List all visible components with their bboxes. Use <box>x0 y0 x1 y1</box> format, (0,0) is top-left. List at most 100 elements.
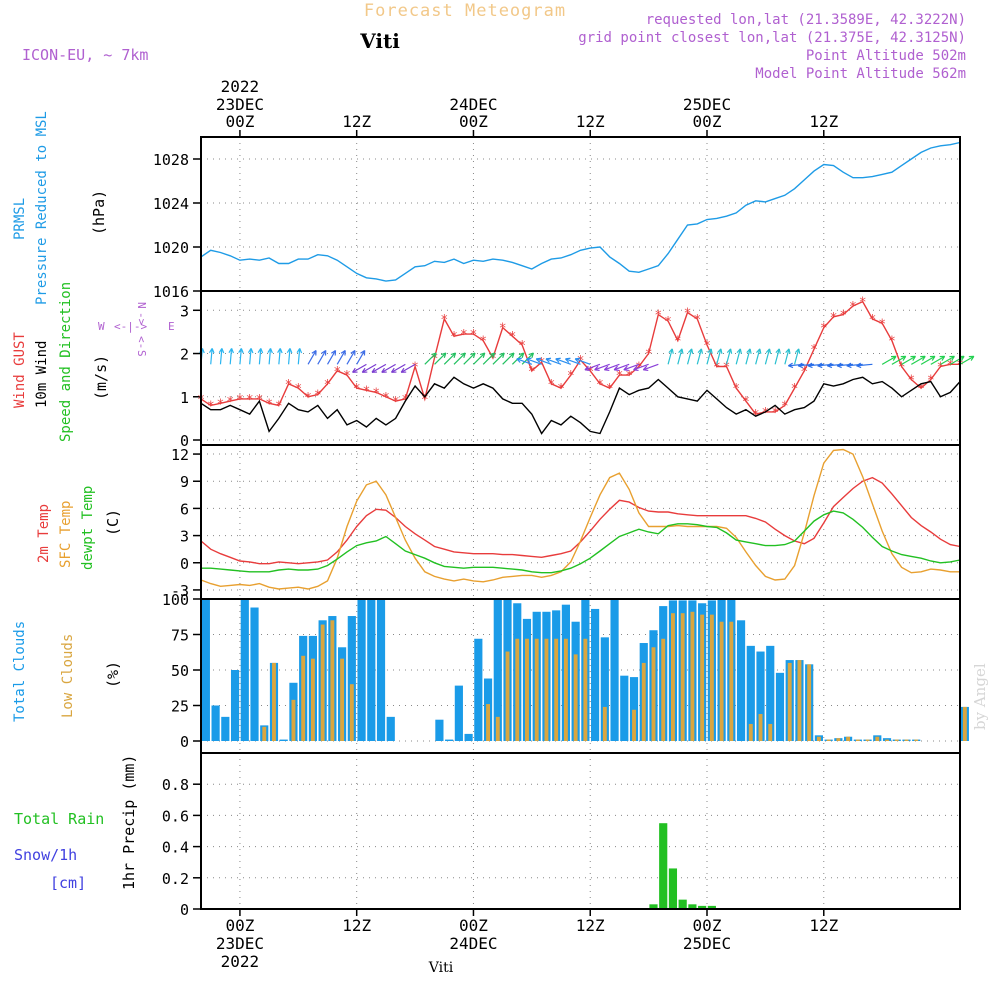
total-cloud-bar <box>347 616 356 741</box>
total-cloud-bar <box>386 716 395 741</box>
gust-marker: * <box>470 328 478 343</box>
gust-marker: * <box>372 386 380 401</box>
gust-marker: * <box>703 339 711 354</box>
low-cloud-bar <box>573 654 578 741</box>
wind-arrow <box>267 348 273 365</box>
wind-arrow <box>686 348 694 365</box>
low-cloud-bar <box>505 651 510 741</box>
wind-arrow <box>797 362 815 369</box>
total-clouds-label: Total Clouds <box>12 621 28 722</box>
low-cloud-bar <box>583 638 588 741</box>
bottom-tick-label: 12Z <box>576 916 605 935</box>
model-label: ICON-EU, ~ 7km <box>22 46 148 64</box>
total-cloud-bar <box>775 672 785 741</box>
wind-arrow <box>502 352 515 365</box>
gust-marker: * <box>713 361 721 376</box>
gust-marker: * <box>830 311 838 326</box>
temperature-ytick-label: 0 <box>180 555 189 573</box>
wind-arrow <box>745 348 752 365</box>
gust-marker: * <box>723 361 731 376</box>
gust-marker: * <box>771 406 779 421</box>
gust-marker: * <box>217 397 225 412</box>
total-cloud-bar <box>376 599 386 741</box>
pressure-frame <box>200 136 961 292</box>
temperature-ytick-label: 12 <box>171 446 189 464</box>
gust-marker: * <box>869 313 877 328</box>
chart-title: Forecast Meteogram <box>364 1 566 21</box>
temperature-frame <box>200 444 961 600</box>
wind-arrow <box>526 357 542 365</box>
gust-marker: * <box>791 382 799 397</box>
low-cloud-bar <box>719 621 724 741</box>
total-cloud-bar <box>464 733 473 741</box>
gust-marker: * <box>596 378 604 393</box>
clouds-ytick-label: 25 <box>171 698 189 716</box>
wind-arrow <box>807 362 824 369</box>
wind-arrow <box>901 355 916 365</box>
gust-marker: * <box>898 361 906 376</box>
wind-arrow <box>774 348 781 365</box>
wind-arrow <box>473 352 486 365</box>
wind-arrow <box>677 348 684 365</box>
temp-dew-label: dewpt Temp <box>80 486 96 570</box>
wind-arrow <box>482 352 496 365</box>
low-cloud-bar <box>632 709 636 741</box>
total-cloud-bar <box>279 739 288 741</box>
rain-bar <box>649 904 658 909</box>
model-altitude: Model Point Altitude 562m <box>755 66 966 82</box>
gust-marker: * <box>440 313 448 328</box>
gust-marker: * <box>888 335 896 350</box>
bottom-tick-label: 00Z <box>459 916 488 935</box>
total-cloud-bar <box>620 675 629 741</box>
precip-panel-labels: Total Rain Snow/1h [cm] 1hr Precip (mm) <box>14 755 138 892</box>
gust-marker: * <box>839 309 847 324</box>
bottom-date-label: 24DEC <box>449 934 497 953</box>
gust-marker: * <box>294 382 302 397</box>
series-10m-wind <box>200 376 961 435</box>
wind-arrow <box>296 348 303 365</box>
compass-e: E <box>168 320 175 333</box>
compass-s: S <box>135 350 148 357</box>
wind-arrow <box>633 363 649 372</box>
low-cloud-bar <box>914 739 919 741</box>
low-cloud-bar <box>651 647 656 741</box>
gust-marker: * <box>937 361 945 376</box>
series-2m-temp <box>200 476 961 565</box>
total-cloud-bar <box>435 719 444 741</box>
bottom-tick-label: 00Z <box>693 916 722 935</box>
low-cloud-bar <box>962 706 967 741</box>
location-title: Viti <box>359 29 400 53</box>
gust-marker: * <box>547 378 555 393</box>
gust-marker: * <box>246 393 254 408</box>
bottom-tick-label: 12Z <box>809 916 838 935</box>
low-cloud-bar <box>797 660 802 741</box>
gust-marker: * <box>917 382 925 397</box>
gust-marker: * <box>392 395 400 410</box>
low-cloud-bar <box>807 664 812 741</box>
low-cloud-bar <box>310 658 315 741</box>
total-cloud-bar <box>201 599 210 741</box>
wind-unit: (m/s) <box>92 355 110 400</box>
gust-marker: * <box>285 378 293 393</box>
precip-ytick-label: 0.2 <box>162 870 189 888</box>
low-cloud-bar <box>554 638 559 741</box>
wind-arrow <box>346 349 356 365</box>
total-cloud-bar <box>454 685 463 741</box>
compass-w: W <box>98 320 105 333</box>
gust-marker: * <box>781 399 789 414</box>
gust-marker: * <box>236 393 244 408</box>
low-cloud-bar <box>846 736 851 741</box>
wind-arrow <box>453 352 466 365</box>
total-cloud-bar <box>629 677 639 741</box>
gust-marker: * <box>353 382 361 397</box>
wind-arrow <box>463 352 476 365</box>
wind-arrow <box>361 363 377 373</box>
wind-arrow <box>574 357 591 365</box>
gust-marker: * <box>343 369 351 384</box>
total-cloud-bar <box>367 599 376 741</box>
clouds-panel: 0 25 50 75 100 <box>162 591 969 754</box>
wind-arrow <box>764 348 772 365</box>
gust-marker: * <box>693 313 701 328</box>
wind-arrow <box>846 362 863 369</box>
